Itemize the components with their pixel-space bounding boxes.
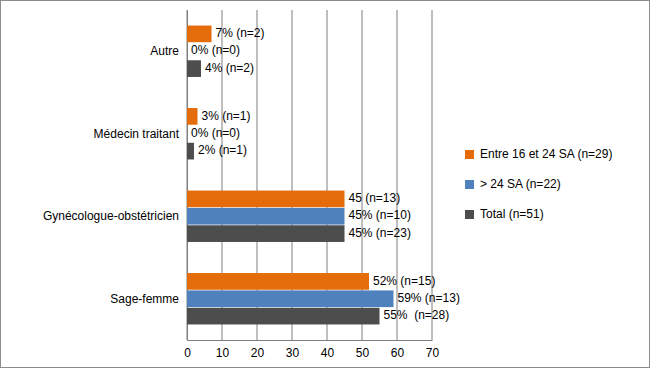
data-label: 4% (n=2) [205, 61, 254, 75]
bar [187, 208, 345, 225]
bar [187, 273, 369, 290]
y-tick: Gynécologue-obstétricien [43, 209, 187, 223]
legend-item: Entre 16 et 24 SA (n=29) [465, 147, 612, 161]
data-label: 45 (n=13) [349, 191, 401, 205]
x-tick-label: 50 [356, 346, 370, 360]
x-tick: 0 [184, 340, 191, 360]
y-tick-label: Autre [150, 44, 179, 58]
bar [187, 26, 212, 43]
y-axis: Autre Médecin traitant Gynécologue-obstétr… [43, 11, 188, 341]
y-tick: Médecin traitant [94, 127, 187, 141]
bar-series [187, 26, 369, 290]
legend-item: > 24 SA (n=22) [465, 177, 561, 191]
x-tick: 10 [216, 340, 230, 360]
data-label: 0% (n=0) [191, 43, 240, 57]
data-label: 55% (n=28) [384, 308, 450, 322]
bar [187, 308, 380, 325]
bars [187, 26, 394, 325]
legend-label: Entre 16 et 24 SA (n=29) [480, 147, 612, 161]
bar [187, 43, 188, 60]
y-tick-label: Médecin traitant [94, 127, 180, 141]
x-tick: 30 [286, 340, 300, 360]
grid [187, 10, 432, 340]
x-tick: 20 [251, 340, 265, 360]
data-label: 59% (n=13) [398, 291, 460, 305]
chart: 0 10 20 30 40 50 60 70 Autre Médecin traitant Gyné… [0, 0, 650, 368]
bar [187, 125, 188, 142]
data-label: 3% (n=1) [202, 109, 251, 123]
legend-swatch [465, 210, 474, 219]
x-tick-label: 10 [216, 346, 230, 360]
x-axis-line [188, 340, 433, 341]
x-tick-label: 40 [321, 346, 335, 360]
legend-label: Total (n=51) [480, 207, 544, 221]
data-labels: 7% (n=2) 3% (n=1) 45 (n=13) 52% (n=15) 0% (n… [191, 26, 460, 322]
data-label: 45% (n=23) [349, 226, 411, 240]
x-tick: 40 [321, 340, 335, 360]
bar [187, 191, 345, 208]
x-tick-label: 0 [184, 346, 191, 360]
legend-label: > 24 SA (n=22) [480, 177, 561, 191]
bar [187, 143, 194, 160]
bar [187, 225, 345, 242]
bar [187, 60, 201, 77]
x-tick-label: 20 [251, 346, 265, 360]
bar [187, 290, 394, 307]
bar-series [187, 208, 394, 307]
x-tick: 60 [391, 340, 405, 360]
legend: Entre 16 et 24 SA (n=29) > 24 SA (n=22) To… [465, 147, 612, 221]
data-label: 52% (n=15) [373, 274, 435, 288]
x-tick-label: 30 [286, 346, 300, 360]
legend-item: Total (n=51) [465, 207, 544, 221]
x-tick-label: 60 [391, 346, 405, 360]
legend-swatch [465, 180, 474, 189]
y-tick: Sage-femme [110, 292, 187, 306]
x-tick-label: 70 [426, 346, 440, 360]
bar [187, 108, 198, 125]
x-axis: 0 10 20 30 40 50 60 70 [184, 340, 439, 360]
data-label: 45% (n=10) [349, 208, 411, 222]
y-tick-label: Sage-femme [110, 292, 179, 306]
legend-swatch [465, 150, 474, 159]
chart-border [1, 1, 650, 368]
y-tick-label: Gynécologue-obstétricien [43, 209, 179, 223]
y-tick: Autre [150, 44, 187, 58]
x-tick: 70 [426, 340, 440, 360]
data-label: 0% (n=0) [191, 126, 240, 140]
x-tick: 50 [356, 340, 370, 360]
data-label: 2% (n=1) [198, 143, 247, 157]
data-label: 7% (n=2) [216, 26, 265, 40]
